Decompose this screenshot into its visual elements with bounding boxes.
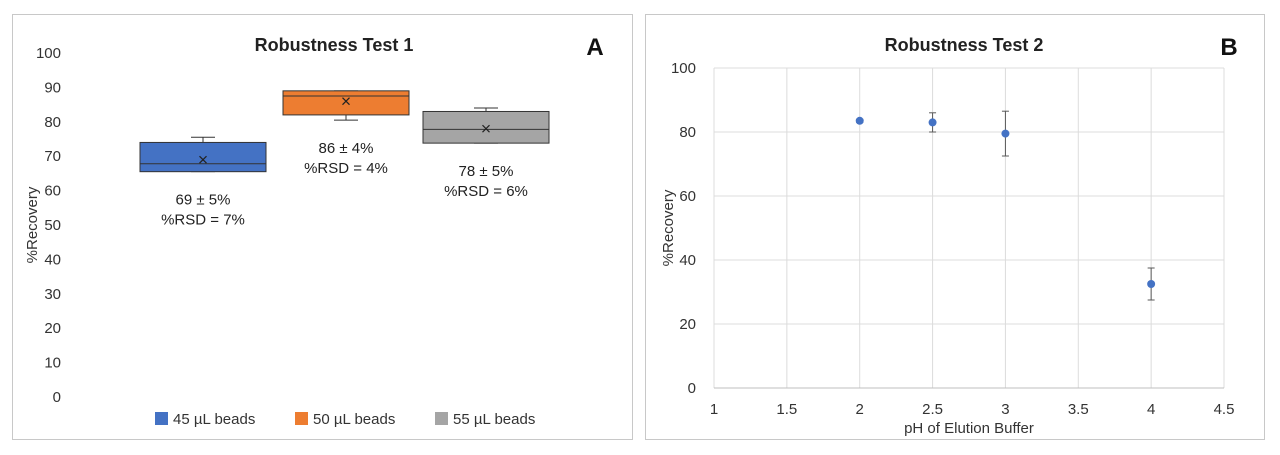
box-plot-panel: Robustness Test 1 A 0 10 20 30 40 50 60 70 80 90 100… <box>12 14 633 440</box>
x-tick-label: 4 <box>1147 401 1155 418</box>
mean-marker <box>199 155 207 164</box>
panel-label: A <box>586 34 603 61</box>
y-tick-label: 90 <box>44 79 61 96</box>
x-tick-label: 4.5 <box>1214 401 1235 418</box>
legend-label: 50 µL beads <box>313 411 395 428</box>
annotation-mean: 69 ± 5% <box>176 192 231 209</box>
y-axis-label: %Recovery <box>24 186 41 263</box>
annotation-mean: 78 ± 5% <box>459 163 514 180</box>
x-tick-label: 2 <box>856 401 864 418</box>
y-tick-label: 20 <box>44 320 61 337</box>
chart-title: Robustness Test 1 <box>255 35 414 55</box>
chart-title: Robustness Test 2 <box>885 35 1044 55</box>
y-tick-label: 0 <box>53 389 61 406</box>
scatter-plot-chart: Robustness Test 2 B 0 20 40 60 80 100 1 1.5 2 2.5 3 3… <box>660 34 1238 437</box>
legend-swatch <box>295 412 308 425</box>
data-point <box>855 116 864 125</box>
y-tick-label: 60 <box>679 188 696 205</box>
panel-label: B <box>1220 34 1237 61</box>
y-tick-label: 40 <box>679 252 696 269</box>
x-tick-label: 3.5 <box>1068 401 1089 418</box>
legend-swatch <box>155 412 168 425</box>
y-tick-label: 30 <box>44 286 61 303</box>
box-3 <box>422 110 550 144</box>
y-tick-label: 40 <box>44 251 61 268</box>
data-point <box>928 118 937 127</box>
y-tick-label: 10 <box>44 355 61 372</box>
box-2 <box>282 90 410 116</box>
data-point <box>1001 129 1010 138</box>
box-1 <box>139 141 267 173</box>
legend-label: 45 µL beads <box>173 411 255 428</box>
box-plot-chart: Robustness Test 1 A 0 10 20 30 40 50 60 70 80 90 100… <box>24 34 604 428</box>
annotation-rsd: %RSD = 6% <box>444 183 528 200</box>
x-tick-label: 2.5 <box>922 401 943 418</box>
y-tick-label: 0 <box>688 380 696 397</box>
x-tick-label: 1.5 <box>776 401 797 418</box>
y-tick-label: 50 <box>44 217 61 234</box>
x-tick-label: 1 <box>710 401 718 418</box>
y-tick-label: 100 <box>671 60 696 77</box>
data-point <box>1147 280 1156 288</box>
y-tick-label: 100 <box>36 45 61 62</box>
scatter-plot-panel: Robustness Test 2 B 0 20 40 60 80 100 1 1.5 2 2.5 3 3… <box>645 14 1265 440</box>
y-tick-label: 80 <box>44 114 61 131</box>
mean-marker <box>482 124 490 133</box>
annotation-rsd: %RSD = 4% <box>304 160 388 177</box>
x-tick-label: 3 <box>1001 401 1009 418</box>
annotation-rsd: %RSD = 7% <box>161 212 245 229</box>
y-tick-label: 20 <box>679 316 696 333</box>
annotation-mean: 86 ± 4% <box>319 140 374 157</box>
y-tick-label: 80 <box>679 124 696 141</box>
x-axis-label: pH of Elution Buffer <box>904 420 1034 437</box>
legend-swatch <box>435 412 448 425</box>
y-axis-label: %Recovery <box>660 189 677 266</box>
legend-label: 55 µL beads <box>453 411 535 428</box>
y-tick-label: 60 <box>44 183 61 200</box>
y-tick-label: 70 <box>44 148 61 165</box>
mean-marker <box>342 97 350 106</box>
